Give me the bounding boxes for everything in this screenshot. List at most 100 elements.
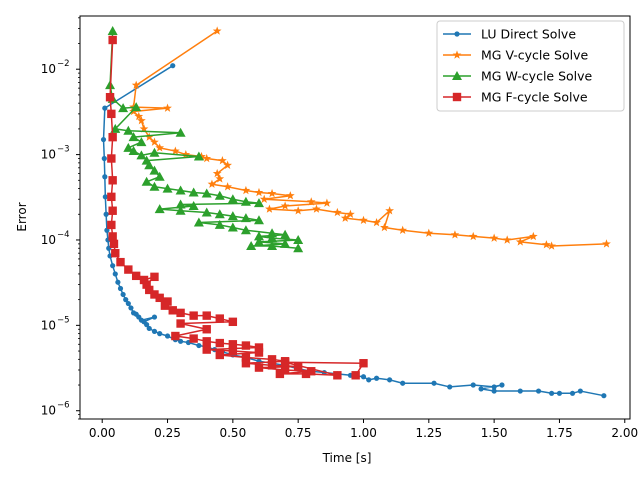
data-point-mg-f-cycle-solve	[215, 350, 224, 360]
legend-box	[436, 20, 625, 112]
data-point-mg-f-cycle-solve	[171, 331, 180, 341]
data-point-mg-f-cycle-solve	[150, 272, 159, 282]
data-point-mg-v-cycle-solve	[207, 179, 217, 188]
series-mg-f-cycle-solve	[105, 35, 368, 380]
y-tick-exponent: −6	[57, 401, 70, 411]
data-point-mg-f-cycle-solve	[228, 340, 238, 349]
data-point-lu-direct-solve	[110, 263, 116, 269]
data-point-mg-f-cycle-solve	[108, 232, 117, 241]
data-point-mg-f-cycle-solve	[105, 93, 115, 102]
data-point-mg-w-cycle-solve	[136, 150, 147, 160]
data-point-mg-w-cycle-solve	[128, 146, 139, 156]
data-point-mg-f-cycle-solve	[280, 358, 290, 367]
data-point-mg-f-cycle-solve	[301, 369, 311, 379]
data-point-mg-f-cycle-solve	[107, 109, 116, 119]
x-tick-label: 0.25	[154, 426, 181, 440]
data-point-mg-v-cycle-solve	[241, 185, 251, 195]
data-point-mg-f-cycle-solve	[107, 192, 116, 202]
data-point-mg-v-cycle-solve	[163, 103, 172, 112]
data-point-mg-w-cycle-solve	[227, 194, 238, 204]
y-axis-label: Error	[15, 202, 29, 231]
data-point-mg-f-cycle-solve	[109, 239, 119, 249]
data-point-mg-w-cycle-solve	[123, 125, 134, 135]
data-point-lu-direct-solve	[366, 377, 372, 383]
data-point-mg-v-cycle-solve	[150, 137, 159, 146]
data-point-lu-direct-solve	[101, 155, 107, 162]
data-point-mg-v-cycle-solve	[259, 194, 269, 203]
data-point-mg-w-cycle-solve	[123, 142, 134, 152]
data-point-mg-f-cycle-solve	[293, 362, 303, 371]
data-point-mg-w-cycle-solve	[162, 183, 173, 193]
x-axis: 0.00 0.25 0.50 0.75 1.00 1.25 1.50 1.75 2.00	[89, 419, 638, 440]
x-tick-label: 0.00	[89, 426, 116, 440]
data-point-mg-f-cycle-solve	[241, 359, 251, 368]
data-point-mg-w-cycle-solve	[149, 181, 160, 191]
data-point-mg-f-cycle-solve	[254, 343, 264, 352]
data-point-mg-f-cycle-solve	[189, 334, 198, 343]
data-point-mg-f-cycle-solve	[108, 132, 117, 142]
series-mg-v-cycle-solve	[129, 26, 611, 250]
data-point-mg-v-cycle-solve	[131, 80, 141, 89]
data-point-lu-direct-solve	[102, 194, 108, 200]
data-point-mg-v-cycle-solve	[134, 111, 144, 121]
legend-label-mg-w-cycle-solve: MG W-cycle Solve	[481, 69, 593, 84]
data-point-mg-v-cycle-solve	[346, 209, 355, 218]
data-point-mg-w-cycle-solve	[267, 233, 278, 243]
data-point-mg-v-cycle-solve	[265, 204, 274, 213]
data-point-mg-f-cycle-solve	[254, 363, 264, 372]
data-point-mg-w-cycle-solve	[175, 199, 186, 209]
legend-label-mg-v-cycle-solve: MG V-cycle Solve	[481, 48, 589, 63]
data-point-mg-f-cycle-solve	[202, 325, 211, 334]
data-point-mg-f-cycle-solve	[267, 361, 277, 370]
data-point-mg-w-cycle-solve	[188, 187, 199, 197]
data-point-mg-w-cycle-solve	[293, 243, 304, 253]
data-point-lu-direct-solve	[373, 375, 380, 381]
data-point-mg-w-cycle-solve	[267, 228, 278, 238]
data-point-lu-direct-solve	[196, 342, 202, 349]
data-point-lu-direct-solve	[102, 174, 108, 180]
data-point-mg-f-cycle-solve	[307, 367, 316, 376]
data-point-mg-f-cycle-solve	[280, 365, 290, 375]
data-point-mg-v-cycle-solve	[212, 26, 222, 35]
data-point-mg-w-cycle-solve	[141, 176, 152, 186]
data-point-mg-v-cycle-solve	[502, 235, 512, 244]
data-point-lu-direct-solve	[151, 328, 158, 334]
x-tick-label: 2.00	[611, 426, 638, 440]
data-point-lu-direct-solve	[470, 382, 476, 388]
data-point-mg-w-cycle-solve	[253, 215, 264, 225]
x-tick-label: 1.00	[350, 426, 377, 440]
data-point-mg-v-cycle-solve	[223, 182, 232, 191]
data-point-lu-direct-solve	[400, 380, 406, 386]
legend: LU Direct Solve MG V-cycle Solve MG W-cycl…	[436, 20, 625, 112]
data-point-mg-w-cycle-solve	[175, 185, 186, 195]
y-tick-exponent: −2	[57, 59, 70, 69]
data-point-mg-f-cycle-solve	[359, 359, 368, 368]
x-tick-label: 1.75	[546, 426, 573, 440]
data-point-lu-direct-solve	[128, 305, 134, 311]
legend-marker-lu-direct-solve	[454, 31, 460, 37]
data-point-mg-f-cycle-solve	[108, 35, 117, 45]
data-point-mg-f-cycle-solve	[108, 206, 117, 215]
data-point-lu-direct-solve	[102, 105, 108, 111]
data-point-mg-v-cycle-solve	[139, 124, 149, 133]
x-tick-label: 1.50	[481, 426, 508, 440]
data-point-lu-direct-solve	[491, 384, 497, 390]
data-point-mg-v-cycle-solve	[542, 240, 551, 249]
data-point-lu-direct-solve	[535, 388, 542, 394]
data-point-mg-v-cycle-solve	[202, 153, 212, 163]
data-point-lu-direct-solve	[115, 279, 121, 285]
data-point-mg-w-cycle-solve	[188, 200, 199, 210]
data-point-mg-w-cycle-solve	[214, 209, 225, 219]
data-point-mg-f-cycle-solve	[241, 353, 251, 362]
data-point-mg-f-cycle-solve	[189, 311, 198, 320]
data-point-mg-f-cycle-solve	[108, 176, 117, 185]
data-point-lu-direct-solve	[499, 382, 505, 388]
data-point-mg-v-cycle-solve	[197, 151, 206, 161]
data-point-mg-v-cycle-solve	[312, 204, 321, 213]
data-point-mg-v-cycle-solve	[223, 160, 232, 169]
data-point-lu-direct-solve	[146, 325, 152, 332]
data-point-mg-w-cycle-solve	[267, 240, 278, 250]
data-point-mg-w-cycle-solve	[253, 236, 264, 246]
y-tick-label: 10	[41, 148, 56, 162]
data-point-mg-w-cycle-solve	[149, 147, 160, 157]
